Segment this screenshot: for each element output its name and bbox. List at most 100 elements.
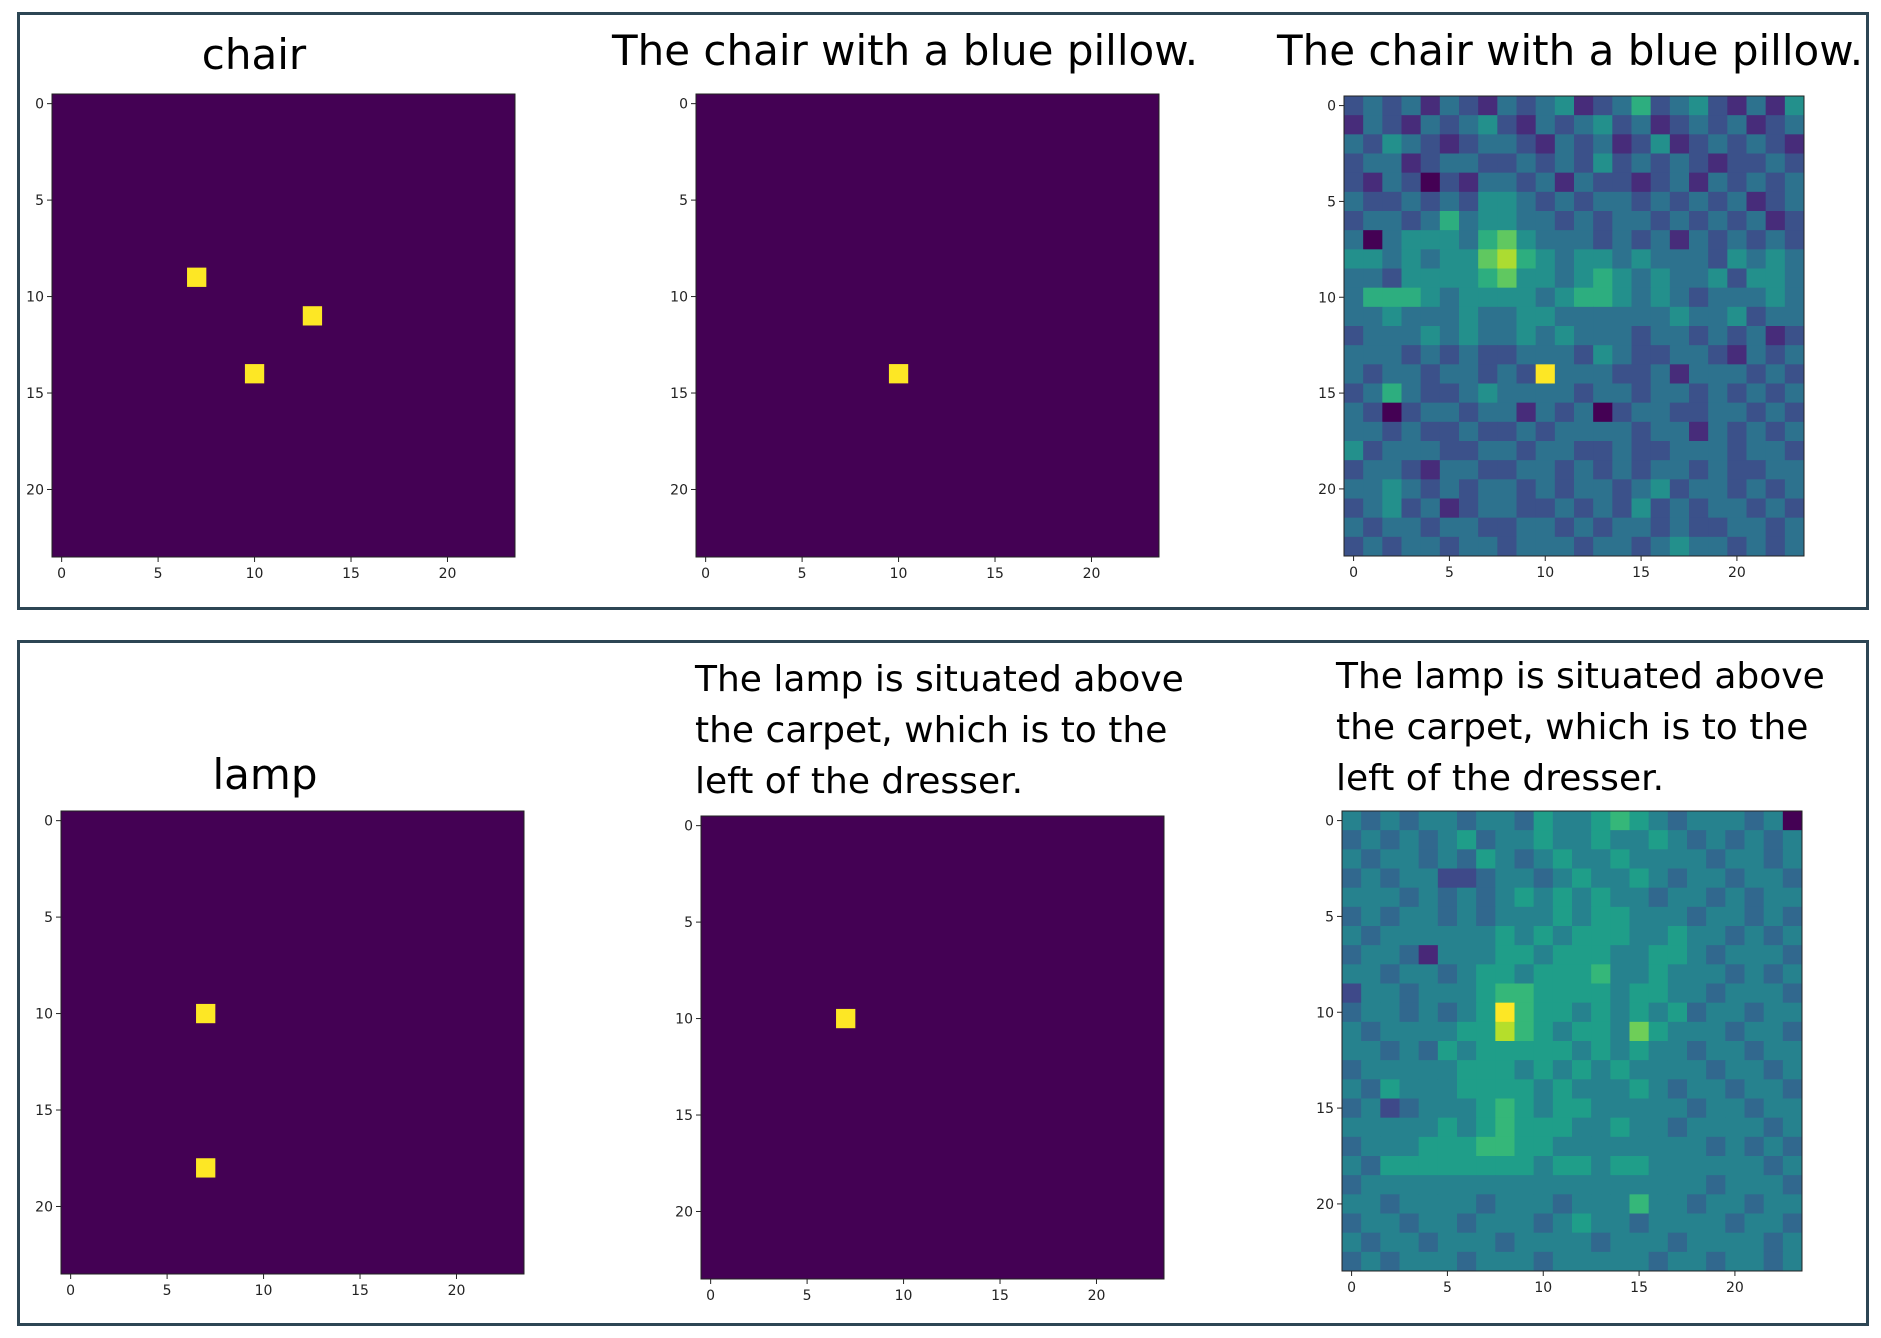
heatmap-cell [1476, 1194, 1496, 1214]
heatmap-cell [1667, 1194, 1688, 1214]
heatmap-cell [1476, 1136, 1496, 1157]
heatmap-cell [1784, 268, 1805, 289]
heatmap-cell [1765, 326, 1786, 346]
heatmap-cell [1744, 1232, 1765, 1253]
heatmap-cell [1363, 172, 1383, 193]
heatmap-cell [1420, 96, 1441, 116]
heatmap-cell [1725, 1175, 1745, 1195]
heatmap-cell [1763, 1136, 1784, 1157]
heatmap-cell [1478, 287, 1498, 308]
heatmap-cell [1439, 498, 1460, 519]
heatmap-cell [1361, 1136, 1381, 1157]
heatmap-cell [1476, 1175, 1496, 1195]
heatmap-cell [1629, 1021, 1650, 1042]
heatmap-cell [1342, 830, 1362, 850]
heatmap-cell [1497, 479, 1517, 499]
heatmap-cell [1495, 926, 1515, 946]
heatmap-cell [1418, 1098, 1439, 1119]
heatmap-cell [1784, 134, 1805, 154]
heatmap-cell [1552, 1156, 1573, 1176]
heatmap-cell [1457, 1136, 1477, 1157]
heatmap-cell [1399, 983, 1420, 1004]
heatmap-cell [1380, 1002, 1400, 1023]
x-tick-label: 20 [448, 1283, 466, 1299]
heatmap-cell [1344, 402, 1364, 423]
heatmap-cell [1648, 926, 1669, 946]
heatmap-cell [1533, 1251, 1554, 1272]
heatmap-cell [1401, 306, 1422, 327]
heatmap-cell [1497, 421, 1517, 442]
heatmap-cell [1478, 536, 1498, 557]
heatmap-cell [1687, 1175, 1707, 1195]
heatmap-cell [1725, 1136, 1745, 1157]
heatmap-cell [1610, 1041, 1630, 1061]
heatmap-cell [1593, 191, 1613, 212]
heatmap-cell [1363, 115, 1383, 135]
heatmap-cell [1727, 249, 1747, 269]
heatmap-cell [1763, 1194, 1784, 1214]
heatmap-cell [1457, 811, 1477, 831]
heatmap-cell [1612, 421, 1632, 442]
heatmap-cell [1629, 1251, 1650, 1272]
heatmap-cell [1612, 115, 1632, 135]
heatmap-cell [1514, 1079, 1535, 1099]
heatmap-cell [1344, 460, 1364, 480]
heatmap-cell [1763, 1117, 1784, 1138]
heatmap-cell [1457, 1175, 1477, 1195]
heatmap-cell [1650, 479, 1671, 499]
heatmap-cell [1533, 945, 1554, 965]
heatmap-cell [1782, 1117, 1803, 1138]
heatmap-cell [1401, 134, 1422, 154]
heatmap-cell [1495, 964, 1515, 984]
heatmap-cell [1476, 1079, 1496, 1099]
heatmap-cell [1612, 153, 1632, 174]
heatmap-cell [1478, 402, 1498, 423]
heatmap-cell [1439, 421, 1460, 442]
heatmap-cell [1478, 172, 1498, 193]
heatmap-cell [1746, 191, 1767, 212]
heatmap-cell [1725, 868, 1745, 889]
heatmap-cell [1610, 1156, 1630, 1176]
heatmap-cell [1725, 1021, 1745, 1042]
heatmap-cell [1363, 517, 1383, 538]
heatmap-cell [1554, 134, 1575, 154]
heatmap-cell [1784, 326, 1805, 346]
heatmap-cell [1344, 287, 1364, 308]
heatmap-cell [1782, 1194, 1803, 1214]
heatmap-cell [1457, 1098, 1477, 1119]
heatmap-cell [1382, 498, 1402, 519]
heatmap-cell [1763, 1079, 1784, 1099]
heatmap-cell [1593, 172, 1613, 193]
heatmap-cell [1401, 421, 1422, 442]
heatmap-cell [1593, 230, 1613, 250]
heatmap-cell [1459, 536, 1479, 557]
heatmap-cell [1401, 172, 1422, 193]
heatmap-cell [1457, 1213, 1477, 1234]
y-tick-label: 10 [35, 1007, 53, 1023]
heatmap-cell [1669, 287, 1690, 308]
heatmap-cell [1650, 115, 1671, 135]
heatmap-cell [1765, 230, 1786, 250]
heatmap-cell [1782, 1021, 1803, 1042]
heatmap-cell [1495, 1136, 1515, 1157]
heatmap-cell [1497, 287, 1517, 308]
heatmap-cell [1667, 849, 1688, 869]
heatmap-cell [1574, 383, 1594, 404]
heatmap-cell [1552, 1060, 1573, 1080]
heatmap-cell [1420, 115, 1441, 135]
heatmap-cell [1497, 211, 1517, 231]
heatmap-cell [1746, 498, 1767, 519]
y-tick-label: 20 [35, 1199, 53, 1215]
heatmap-cell [1593, 134, 1613, 154]
heatmap-cell [1380, 868, 1400, 889]
heatmap-cell [1363, 326, 1383, 346]
heatmap-cell [1782, 1002, 1803, 1023]
heatmap-cell [1708, 96, 1728, 116]
heatmap-cell [1631, 172, 1652, 193]
heatmap-cell [1687, 1232, 1707, 1253]
heatmap-cell [1650, 402, 1671, 423]
heatmap-cell [1629, 1213, 1650, 1234]
heatmap-cell [1746, 441, 1767, 461]
heatmap-cell [1533, 983, 1554, 1004]
heatmap-cell [1420, 230, 1441, 250]
